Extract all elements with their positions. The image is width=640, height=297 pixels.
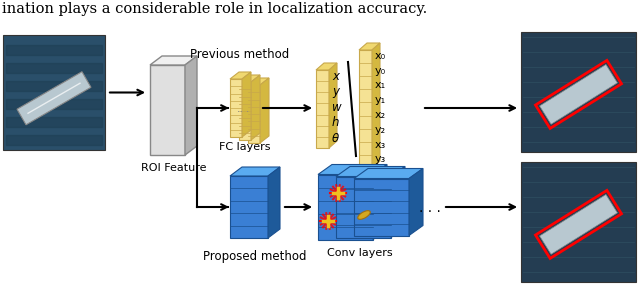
Text: x: x (332, 69, 339, 83)
Polygon shape (230, 72, 251, 79)
Polygon shape (391, 167, 405, 238)
Polygon shape (373, 165, 387, 239)
Text: y₂: y₂ (375, 125, 386, 135)
Text: ·· ·: ·· · (237, 107, 249, 117)
Text: θ: θ (332, 132, 339, 145)
Polygon shape (150, 56, 197, 65)
Text: y₃: y₃ (375, 154, 387, 164)
Text: Previous method: Previous method (190, 48, 290, 61)
Polygon shape (336, 176, 391, 238)
Polygon shape (359, 50, 372, 168)
Polygon shape (239, 75, 260, 82)
Text: x₀: x₀ (375, 51, 386, 61)
Polygon shape (354, 178, 409, 236)
Polygon shape (521, 32, 636, 152)
Polygon shape (316, 70, 329, 148)
Text: h: h (332, 116, 339, 129)
Ellipse shape (358, 211, 371, 219)
Polygon shape (3, 35, 105, 150)
Polygon shape (268, 167, 280, 238)
Text: x₃: x₃ (375, 140, 387, 149)
Text: x₁: x₁ (375, 80, 386, 91)
Polygon shape (359, 43, 380, 50)
Polygon shape (230, 79, 242, 137)
Text: Proposed method: Proposed method (204, 250, 307, 263)
Text: y₁: y₁ (375, 95, 386, 105)
Polygon shape (316, 63, 337, 70)
Text: y₀: y₀ (375, 66, 386, 76)
Polygon shape (354, 168, 423, 178)
Polygon shape (230, 167, 280, 176)
Polygon shape (185, 56, 197, 155)
Text: w: w (332, 101, 342, 114)
Polygon shape (318, 175, 373, 239)
Polygon shape (372, 43, 380, 168)
Text: FC layers: FC layers (220, 142, 271, 152)
Polygon shape (409, 168, 423, 236)
Text: Conv layers: Conv layers (326, 247, 392, 257)
Text: ROI Feature: ROI Feature (141, 163, 206, 173)
Polygon shape (540, 195, 618, 254)
Polygon shape (242, 72, 251, 137)
Polygon shape (336, 167, 405, 176)
Text: y: y (332, 85, 339, 98)
Text: x₂: x₂ (375, 110, 386, 120)
Polygon shape (230, 176, 268, 238)
Polygon shape (248, 85, 260, 143)
Polygon shape (260, 78, 269, 143)
Polygon shape (248, 78, 269, 85)
Polygon shape (150, 65, 185, 155)
Text: ination plays a considerable role in localization accuracy.: ination plays a considerable role in loc… (2, 2, 428, 16)
Polygon shape (239, 82, 251, 140)
Polygon shape (318, 165, 387, 175)
Polygon shape (540, 64, 618, 124)
Polygon shape (251, 75, 260, 140)
Polygon shape (329, 63, 337, 148)
Polygon shape (17, 72, 91, 125)
Text: · · ·: · · · (419, 205, 441, 219)
Polygon shape (521, 162, 636, 282)
